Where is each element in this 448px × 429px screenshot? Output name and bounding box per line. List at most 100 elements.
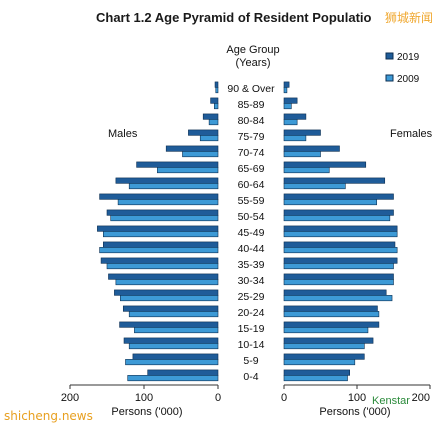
bar-females-2019-3 (283, 129, 321, 136)
bar-females-2019-14 (283, 305, 378, 312)
bar-females-2009-13 (283, 295, 393, 302)
tick-label-right-0: 0 (281, 392, 287, 404)
bar-females-2019-16 (283, 337, 374, 344)
bar-females-2019-9 (283, 225, 398, 232)
bar-females-2019-10 (283, 241, 396, 248)
bar-males-2009-11 (106, 263, 219, 270)
bar-males-2019-11 (100, 257, 219, 264)
bar-males-2009-14 (128, 311, 219, 318)
bar-males-2019-4 (165, 145, 219, 152)
age-label-11: 35-39 (238, 259, 265, 271)
watermark-cn: 狮城新闻 (385, 10, 433, 25)
bar-females-2009-16 (283, 343, 365, 350)
bars-group (97, 81, 398, 382)
watermark-bottom: shicheng.news (4, 409, 93, 423)
bar-females-2019-17 (283, 353, 365, 360)
bar-males-2019-10 (103, 241, 219, 248)
age-label-16: 10-14 (238, 339, 265, 351)
tick-label-right-2: 200 (412, 392, 430, 404)
legend-label-2019: 2019 (397, 52, 420, 63)
age-label-1: 85-89 (238, 99, 265, 111)
legend-swatch-2009 (385, 74, 394, 82)
bar-females-2009-12 (283, 279, 394, 286)
bar-females-2019-18 (283, 369, 350, 376)
tick-label-left-2: 0 (215, 392, 221, 404)
bar-males-2009-18 (127, 375, 219, 382)
age-label-18: 0-4 (243, 371, 258, 383)
chart-title: Chart 1.2 Age Pyramid of Resident Popula… (96, 10, 372, 25)
bar-males-2009-9 (103, 231, 219, 238)
bar-males-2019-5 (136, 161, 219, 168)
x-ticks-group: 200 100 0 0 100 200 (61, 385, 431, 404)
bar-females-2009-9 (283, 231, 398, 238)
bar-males-2009-13 (120, 295, 219, 302)
bar-females-2019-0 (283, 81, 290, 88)
bar-males-2019-18 (147, 369, 219, 376)
bar-males-2019-6 (115, 177, 219, 184)
age-label-4: 70-74 (238, 147, 265, 159)
bar-males-2019-1 (210, 97, 219, 104)
bar-females-2019-4 (283, 145, 340, 152)
age-label-6: 60-64 (238, 179, 265, 191)
age-label-2: 80-84 (238, 115, 265, 127)
age-label-5: 65-69 (238, 163, 265, 175)
bar-males-2009-12 (115, 279, 219, 286)
x-axis-label-right: Persons ('000) (319, 406, 390, 418)
age-label-17: 5-9 (243, 355, 258, 367)
bar-females-2009-18 (283, 375, 348, 382)
legend-swatch-2019 (385, 52, 394, 60)
bar-females-2009-3 (283, 135, 307, 142)
bar-males-2009-17 (125, 359, 219, 366)
legend-label-2009: 2009 (397, 74, 420, 85)
bar-females-2009-8 (283, 215, 391, 222)
bar-males-2009-16 (128, 343, 219, 350)
bar-females-2009-7 (283, 199, 378, 206)
tick-label-left-0: 200 (61, 392, 79, 404)
age-label-8: 50-54 (238, 211, 265, 223)
bar-females-2019-13 (283, 289, 387, 296)
males-label: Males (108, 128, 138, 140)
bar-males-2009-10 (99, 247, 219, 254)
bar-males-2019-2 (202, 113, 219, 120)
bar-males-2009-3 (199, 135, 219, 142)
bar-females-2019-6 (283, 177, 386, 184)
age-label-0: 90 & Over (227, 83, 275, 95)
bar-females-2019-7 (283, 193, 394, 200)
bar-males-2009-7 (117, 199, 219, 206)
females-label: Females (390, 128, 433, 140)
bar-males-2019-16 (123, 337, 219, 344)
watermark-right: Kenstar (372, 395, 410, 407)
bar-males-2019-14 (122, 305, 219, 312)
age-label-3: 75-79 (238, 131, 265, 143)
bar-females-2009-6 (283, 183, 346, 190)
tick-label-left-1: 100 (135, 392, 153, 404)
age-group-title-line2: (Years) (235, 57, 270, 69)
age-labels-group: 90 & Over 85-89 80-84 75-79 70-74 65-69 60-64 5… (227, 83, 275, 383)
bar-males-2009-8 (110, 215, 219, 222)
bar-males-2009-6 (128, 183, 219, 190)
bar-males-2009-15 (134, 327, 219, 334)
tick-label-right-1: 100 (348, 392, 366, 404)
bar-females-2019-2 (283, 113, 307, 120)
bar-females-2009-1 (283, 103, 292, 110)
bar-females-2019-8 (283, 209, 394, 216)
bar-females-2009-2 (283, 119, 298, 126)
bar-females-2019-11 (283, 257, 398, 264)
bar-females-2009-4 (283, 151, 321, 158)
bar-males-2009-0 (215, 87, 219, 94)
bar-males-2019-7 (99, 193, 219, 200)
bar-males-2019-15 (119, 321, 219, 328)
bar-males-2019-13 (114, 289, 219, 296)
bar-females-2019-12 (283, 273, 394, 280)
bar-males-2009-1 (214, 103, 219, 110)
bar-females-2019-5 (283, 161, 367, 168)
age-label-7: 55-59 (238, 195, 265, 207)
bar-females-2009-15 (283, 327, 369, 334)
bar-males-2019-8 (106, 209, 219, 216)
bar-females-2009-10 (283, 247, 398, 254)
bar-males-2019-9 (97, 225, 219, 232)
bar-males-2009-2 (208, 119, 219, 126)
bar-males-2019-12 (108, 273, 219, 280)
bar-females-2009-11 (283, 263, 394, 270)
